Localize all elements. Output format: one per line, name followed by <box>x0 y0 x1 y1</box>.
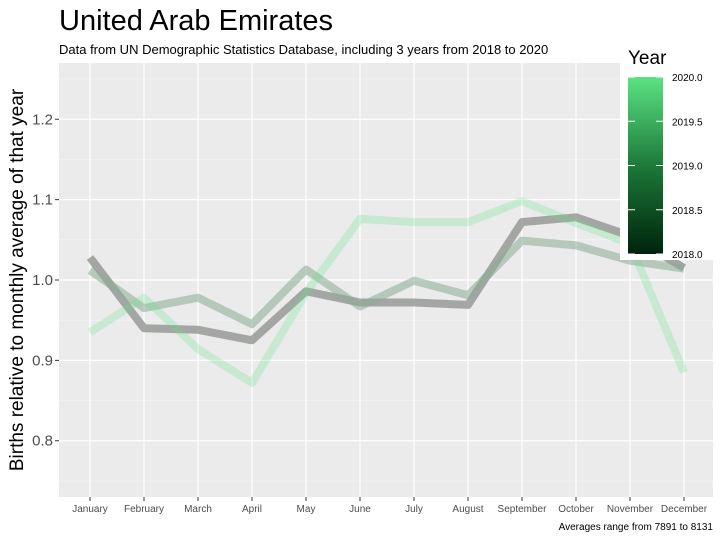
series-lines <box>86 197 688 387</box>
legend-tick-label: 2019.0 <box>672 162 703 173</box>
x-tick-label: January <box>72 504 108 515</box>
legend-tick-label: 2018.5 <box>672 206 703 217</box>
legend-tick-label: 2020.0 <box>672 73 703 84</box>
x-tick-label: November <box>607 504 654 515</box>
grid-lines <box>59 63 713 497</box>
chart-subtitle: Data from UN Demographic Statistics Data… <box>59 42 548 57</box>
y-tick-label: 1.2 <box>32 111 53 128</box>
x-axis-ticks: January February March April May June July Augu… <box>72 497 708 515</box>
x-tick-label: October <box>558 504 594 515</box>
series-line-2019 <box>87 236 685 329</box>
series-line-2020 <box>87 197 688 387</box>
y-axis-ticks: 0.8 0.9 1.0 1.1 1.2 <box>32 111 59 450</box>
x-tick-label: July <box>405 504 423 515</box>
y-tick-label: 1.0 <box>32 272 53 289</box>
legend: Year 2020.0 2019.5 2019.0 2018.5 2018.0 <box>620 42 715 261</box>
series-line-2018 <box>86 213 687 345</box>
x-tick-label: March <box>184 504 212 515</box>
x-tick-label: May <box>297 504 316 515</box>
x-tick-label: April <box>242 504 262 515</box>
chart-title: United Arab Emirates <box>59 5 333 37</box>
legend-tick-label: 2019.5 <box>672 117 703 128</box>
x-tick-label: September <box>498 504 548 515</box>
x-tick-label: December <box>661 504 708 515</box>
legend-ticks: 2020.0 2019.5 2019.0 2018.5 2018.0 <box>628 73 703 261</box>
legend-tick-label: 2018.0 <box>672 250 703 261</box>
x-tick-label: August <box>452 504 483 515</box>
x-tick-label: June <box>349 504 371 515</box>
y-tick-label: 1.1 <box>32 192 53 209</box>
legend-title: Year <box>628 48 667 69</box>
chart-caption: Averages range from 7891 to 8131 <box>559 522 714 533</box>
y-tick-label: 0.8 <box>32 433 53 450</box>
y-axis-label: Births relative to monthly average of th… <box>7 88 28 471</box>
y-tick-label: 0.9 <box>32 352 53 369</box>
x-tick-label: February <box>124 504 164 515</box>
